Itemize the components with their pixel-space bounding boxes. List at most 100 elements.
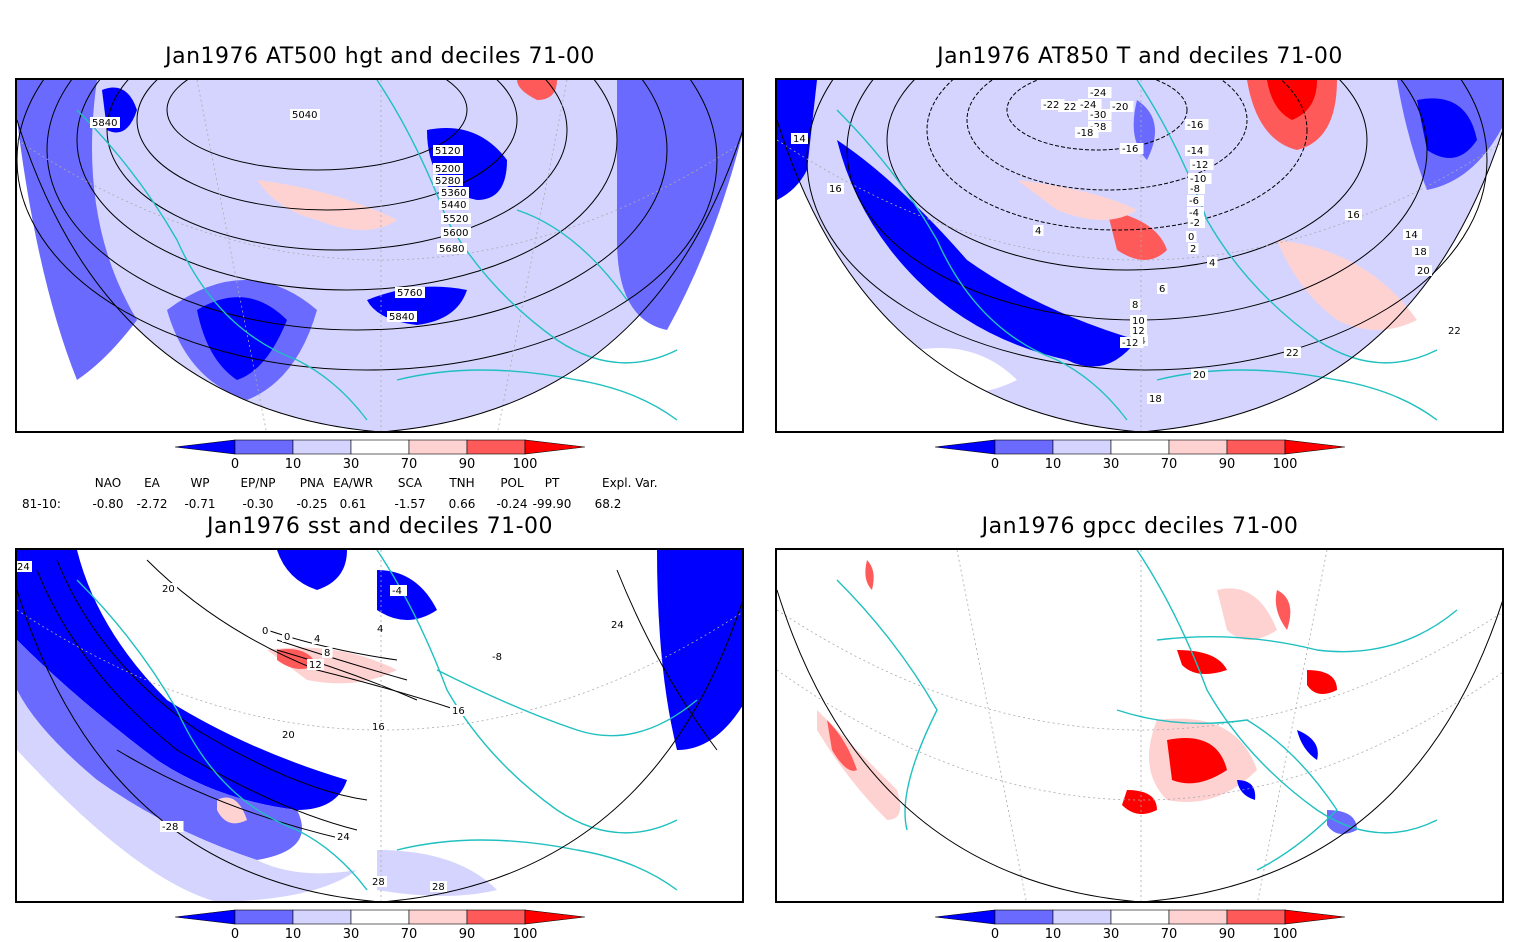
colorbar-segment [350,909,410,925]
colorbar-arrow-low [934,909,996,925]
contour-label: 12 [1132,326,1145,337]
decile-low-india [1327,810,1357,834]
index-value: -0.25 [296,497,328,511]
decile-below-band [17,690,357,901]
index-header: TNH [449,476,475,490]
contour-label: -30 [1090,110,1106,121]
decile-region-east [617,80,742,330]
contour-label: 0 [1188,232,1194,243]
contour-label-bg [439,187,469,198]
contour-label-bg [1191,369,1208,380]
decile-high-alaska [865,560,874,590]
contour-label-bg [390,585,407,596]
decile-highest-europe [1177,650,1227,674]
contour-label: -14 [1187,146,1203,157]
height-contours [17,80,718,371]
colorbar-tick-label: 0 [231,457,239,472]
colorbar-arrow-high [1284,439,1346,455]
index-header: PT [544,476,560,490]
contour-label-bg [370,876,387,887]
contour-label-bg [1412,246,1429,257]
contour-label-bg [609,619,626,630]
colorbar-arrow-high [524,909,586,925]
colorbar-tick-label: 70 [401,927,418,942]
colorbar-segment [1110,909,1170,925]
colorbar-tick-label: 30 [343,927,360,942]
contour-label: 16 [372,722,385,733]
contour-label: 4 [1035,226,1041,237]
contour-label: -10 [1190,174,1206,185]
contour-label: 22 [1448,326,1461,337]
contour-label: 5120 [435,146,460,157]
contour-label: 5200 [435,164,460,175]
contour-label-bg [490,651,507,662]
colorbar-arrow-low [934,439,996,455]
contour-label-bg [441,227,471,238]
contour-label: 5760 [397,288,422,299]
contour-label-bg [1190,159,1214,170]
contour-label-bg [1157,283,1168,294]
colorbar-tick-label: 0 [231,927,239,942]
colorbar-segment [994,909,1054,925]
colorbar-tick-label: 10 [1045,927,1062,942]
map-panel-at850-t: -24-22-22-24-20-30-28-18-16-16-14-12-10-… [775,78,1504,433]
contour-label-bg [1188,183,1205,194]
decile-highest-africa [1167,738,1227,784]
colorbar-segment [1226,439,1286,455]
contour-label: -18 [1077,128,1093,139]
contour-label: 20 [162,584,175,595]
contour-label: -4 [1189,208,1199,219]
contour-label: 20 [1193,370,1206,381]
decile-high-russia [1275,590,1291,630]
colorbar-segment [234,439,294,455]
colorbar-p4: 0 10 30 70 90 100 [934,909,1346,942]
contour-label-bg [375,623,386,634]
colorbar-tick-label: 90 [459,927,476,942]
contour-label-bg [370,721,387,732]
contour-label: 5360 [441,188,466,199]
index-header: EA/WR [333,476,374,490]
contour-label: 28 [372,877,385,888]
sst-contours [36,559,718,841]
contour-label: -12 [1192,160,1208,171]
colorbar-tick-label: 10 [1045,457,1062,472]
index-header: EA [144,476,160,490]
decile-low-arctic [277,550,347,590]
contour-label: 5600 [443,228,468,239]
contour-label: 0 [262,626,268,637]
contour-label: 5520 [443,214,468,225]
decile-higher-namerica [827,720,857,771]
contour-label-bg [1088,87,1112,98]
colorbar-segment [1168,909,1228,925]
decile-low-atlantic [197,297,287,380]
contour-label-bg [1130,315,1147,326]
index-value: -0.24 [496,497,528,511]
contour-label-bg [1041,99,1065,110]
colorbar-segment [994,439,1054,455]
contour-labels-p2: -24-22-22-24-20-30-28-18-16-16-14-12-10-… [791,87,1463,405]
colorbar-tick-label: 70 [1161,927,1178,942]
contour-label-bg [322,647,333,658]
contour-label-bg [791,133,808,144]
coastlines [836,550,1458,871]
map-at850-svg: -24-22-22-24-20-30-28-18-16-16-14-12-10-… [777,80,1502,431]
contour-label-bg [335,831,352,842]
contour-label: 4 [1209,258,1215,269]
colorbar-tick-label: 100 [1273,457,1298,472]
contour-label-bg [1088,109,1112,120]
decile-highest-arctic [1267,80,1317,120]
contour-label: 8 [1132,300,1138,311]
index-header: Expl. Var. [602,476,658,490]
contour-label: 24 [17,562,30,573]
contour-label-bg [1130,299,1141,310]
contour-label-bg [312,633,323,644]
contour-label: 5440 [441,200,466,211]
contour-label: 4 [314,634,320,645]
contour-label: 10 [1132,316,1145,327]
index-value: -0.71 [184,497,216,511]
decile-low-siberia [1417,98,1477,158]
colorbar-arrow-high [1284,909,1346,925]
coastlines [76,550,698,891]
coastlines [76,80,678,421]
